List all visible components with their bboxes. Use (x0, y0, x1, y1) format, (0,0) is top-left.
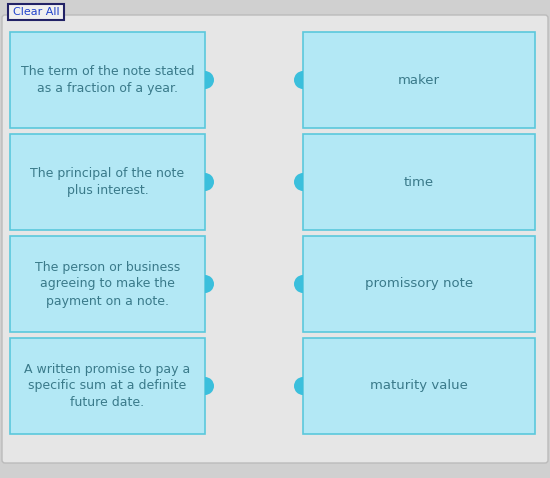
Wedge shape (294, 275, 303, 293)
FancyBboxPatch shape (303, 338, 535, 434)
FancyBboxPatch shape (10, 236, 205, 332)
Text: time: time (404, 175, 434, 188)
Text: promissory note: promissory note (365, 278, 473, 291)
Text: The principal of the note
plus interest.: The principal of the note plus interest. (30, 167, 185, 197)
FancyBboxPatch shape (2, 15, 548, 463)
Wedge shape (205, 275, 214, 293)
Wedge shape (205, 71, 214, 89)
Text: A written promise to pay a
specific sum at a definite
future date.: A written promise to pay a specific sum … (24, 362, 191, 410)
Text: Clear All: Clear All (13, 7, 59, 17)
FancyBboxPatch shape (10, 338, 205, 434)
Text: maker: maker (398, 74, 440, 87)
FancyBboxPatch shape (10, 32, 205, 128)
Wedge shape (294, 173, 303, 191)
FancyBboxPatch shape (303, 32, 535, 128)
FancyBboxPatch shape (8, 4, 64, 20)
Wedge shape (205, 173, 214, 191)
Text: The term of the note stated
as a fraction of a year.: The term of the note stated as a fractio… (21, 65, 194, 95)
Wedge shape (205, 377, 214, 395)
Wedge shape (294, 71, 303, 89)
Wedge shape (294, 377, 303, 395)
Text: The person or business
agreeing to make the
payment on a note.: The person or business agreeing to make … (35, 261, 180, 307)
FancyBboxPatch shape (303, 236, 535, 332)
FancyBboxPatch shape (303, 134, 535, 230)
Text: maturity value: maturity value (370, 380, 468, 392)
FancyBboxPatch shape (10, 134, 205, 230)
